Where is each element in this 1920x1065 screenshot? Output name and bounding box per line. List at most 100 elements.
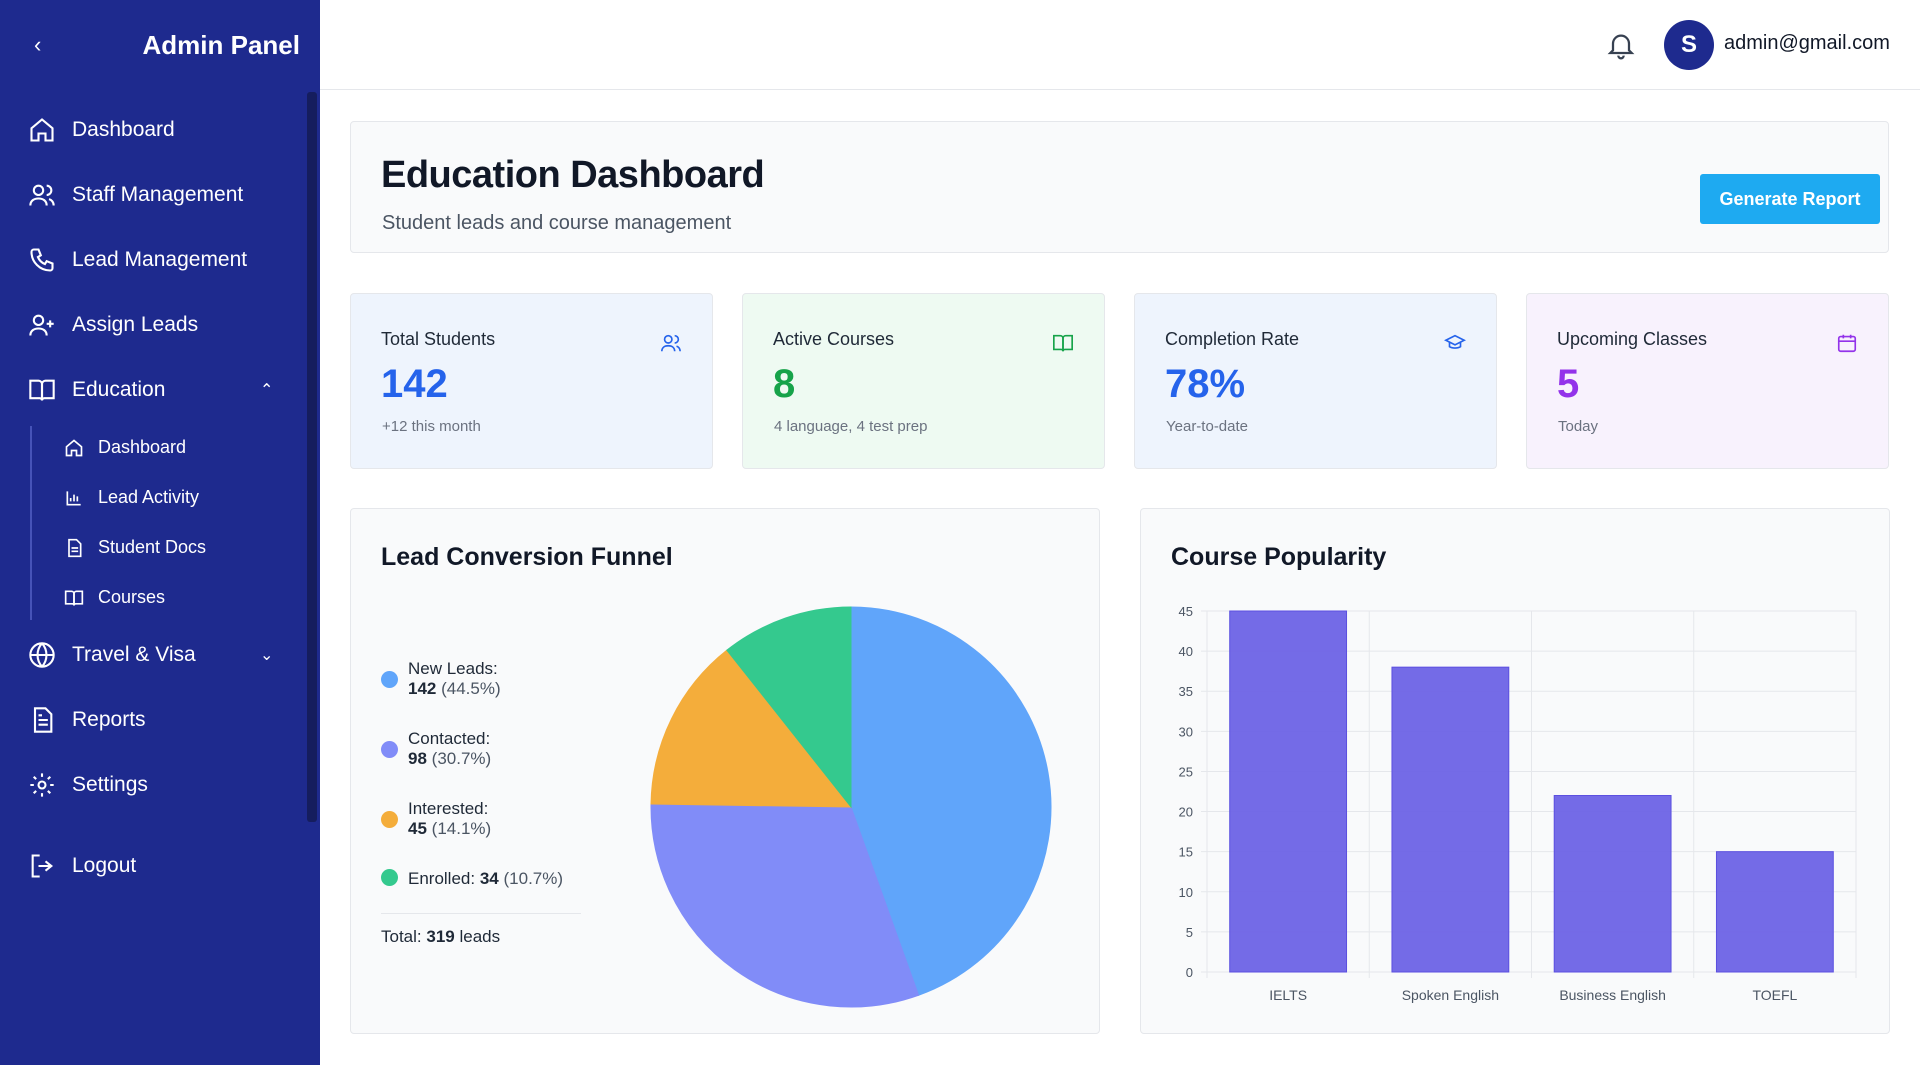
sidebar-item-label: Settings <box>72 773 148 796</box>
legend-value: 45 <box>408 819 427 838</box>
bar-chart: 0 5 10 15 20 25 30 35 40 45 IELTS Spoken English Bus… <box>1179 604 1857 1003</box>
graduation-cap-icon <box>1444 334 1466 349</box>
stat-value: 78% <box>1165 362 1246 406</box>
stat-value: 142 <box>381 362 448 406</box>
stat-value: 8 <box>773 362 796 406</box>
legend-value: 98 <box>408 749 427 768</box>
topbar: S admin@gmail.com <box>320 0 1920 90</box>
legend-swatch <box>381 671 398 688</box>
avatar[interactable]: S <box>1664 20 1714 70</box>
sidebar-header: ‹ Admin Panel <box>0 0 320 90</box>
y-tick-label: 40 <box>1179 644 1193 659</box>
total-label: Total: <box>381 927 422 946</box>
pie-slice-interested <box>650 649 853 808</box>
legend-value: 34 <box>479 869 499 888</box>
main-content: Education Dashboard Student leads and co… <box>320 90 1920 1065</box>
legend-divider <box>381 913 581 914</box>
legend-percent: (10.7%) <box>503 869 564 888</box>
y-tick-label: 20 <box>1179 805 1193 820</box>
sidebar-item-dashboard[interactable]: Dashboard <box>28 116 175 144</box>
logout-button[interactable]: Logout <box>28 852 136 880</box>
bar-chart-icon <box>66 490 81 505</box>
sidebar-item-label: Travel & Visa <box>72 643 196 666</box>
submenu-item-student-docs[interactable]: Student Docs <box>64 537 206 558</box>
phone-icon <box>30 248 54 272</box>
file-text-icon <box>33 707 53 733</box>
total-value: 319 <box>426 927 455 946</box>
logout-label: Logout <box>72 854 137 877</box>
total-unit: leads <box>459 927 501 946</box>
y-tick-label: 0 <box>1186 965 1193 980</box>
bar-toefl <box>1715 851 1834 973</box>
legend-percent: (44.5%) <box>441 679 501 698</box>
chevron-down-icon[interactable]: ⌄ <box>260 647 274 664</box>
calendar-icon <box>1837 334 1857 353</box>
y-tick-label: 5 <box>1186 925 1193 940</box>
stat-subtext: Today <box>1558 418 1599 435</box>
stat-subtext: Year-to-date <box>1166 418 1249 435</box>
submenu-item-courses[interactable]: Courses <box>64 587 165 608</box>
sidebar-item-label: Reports <box>72 708 146 731</box>
chevron-up-icon[interactable]: ⌃ <box>260 382 274 399</box>
bar-ielts <box>1229 610 1348 973</box>
y-tick-label: 45 <box>1179 604 1193 619</box>
legend-series-name: New Leads: <box>408 659 498 678</box>
sidebar-item-assign-leads[interactable]: Assign Leads <box>28 311 198 339</box>
sidebar-item-education[interactable]: Education <box>28 376 165 404</box>
sidebar-item-staff-management[interactable]: Staff Management <box>28 181 243 209</box>
legend-series-name: Contacted: <box>408 729 491 748</box>
sidebar-item-settings[interactable]: Settings <box>28 771 148 799</box>
legend-percent: (30.7%) <box>431 749 492 768</box>
y-tick-label: 25 <box>1179 764 1193 779</box>
sidebar-item-lead-management[interactable]: Lead Management <box>28 246 247 274</box>
pie-chart <box>650 606 1052 1008</box>
user-email[interactable]: admin@gmail.com <box>1724 32 1890 54</box>
legend-text: Enrolled: 34 (10.7%) <box>408 869 563 889</box>
sidebar-item-travel-visa[interactable]: Travel & Visa <box>28 641 196 669</box>
y-tick-label: 30 <box>1179 724 1193 739</box>
page-subtitle: Student leads and course management <box>382 212 732 234</box>
legend-item-new-leads: New Leads: 142 (44.5%) <box>381 659 501 699</box>
document-icon <box>68 538 82 557</box>
stat-label: Active Courses <box>773 329 895 349</box>
logout-icon <box>31 854 54 878</box>
chevron-left-icon[interactable]: ‹ <box>34 32 42 57</box>
users-icon <box>29 184 55 206</box>
y-tick-label: 15 <box>1179 845 1193 860</box>
legend-item-interested: Interested: 45 (14.1%) <box>381 799 491 839</box>
x-tick-label: Spoken English <box>1402 987 1499 1003</box>
generate-report-button[interactable]: Generate Report <box>1700 174 1880 224</box>
bell-icon[interactable] <box>1605 28 1637 62</box>
stat-label: Total Students <box>381 329 496 349</box>
y-tick-label: 35 <box>1179 684 1193 699</box>
chart-title: Lead Conversion Funnel <box>381 543 673 571</box>
submenu-item-lead-activity[interactable]: Lead Activity <box>64 487 199 508</box>
legend-percent: (14.1%) <box>431 819 492 838</box>
sidebar: ‹ Admin Panel Dashboard Staff Management… <box>0 0 320 1065</box>
pie-slice-new-leads <box>850 606 1052 996</box>
legend-swatch <box>381 869 398 886</box>
pie-slice-enrolled <box>726 606 852 809</box>
x-tick-label: TOEFL <box>1752 987 1797 1003</box>
submenu-item-label: Lead Activity <box>98 487 200 507</box>
stat-label: Upcoming Classes <box>1557 329 1708 349</box>
submenu-line <box>30 426 32 620</box>
x-tick-label: IELTS <box>1269 987 1307 1003</box>
y-tick-label: 10 <box>1179 885 1193 900</box>
submenu-item-label: Courses <box>98 587 166 607</box>
users-icon <box>661 334 681 352</box>
stat-card-total-students: Total Students 142 +12 this month <box>350 293 713 469</box>
stat-card-completion-rate: Completion Rate 78% Year-to-date <box>1134 293 1497 469</box>
legend-item-contacted: Contacted: 98 (30.7%) <box>381 729 491 769</box>
app-title: Admin Panel <box>142 29 300 60</box>
stat-label: Completion Rate <box>1165 329 1300 349</box>
stat-subtext: 4 language, 4 test prep <box>774 418 928 435</box>
bar-business-english <box>1553 795 1672 973</box>
sidebar-scrollbar[interactable] <box>307 92 317 822</box>
sidebar-item-reports[interactable]: Reports <box>28 706 146 734</box>
sidebar-item-label: Assign Leads <box>72 313 199 336</box>
legend-text: New Leads: 142 (44.5%) <box>408 659 501 699</box>
submenu-item-dashboard[interactable]: Dashboard <box>64 437 186 458</box>
home-icon <box>65 438 83 456</box>
sidebar-item-label: Education <box>72 378 166 401</box>
